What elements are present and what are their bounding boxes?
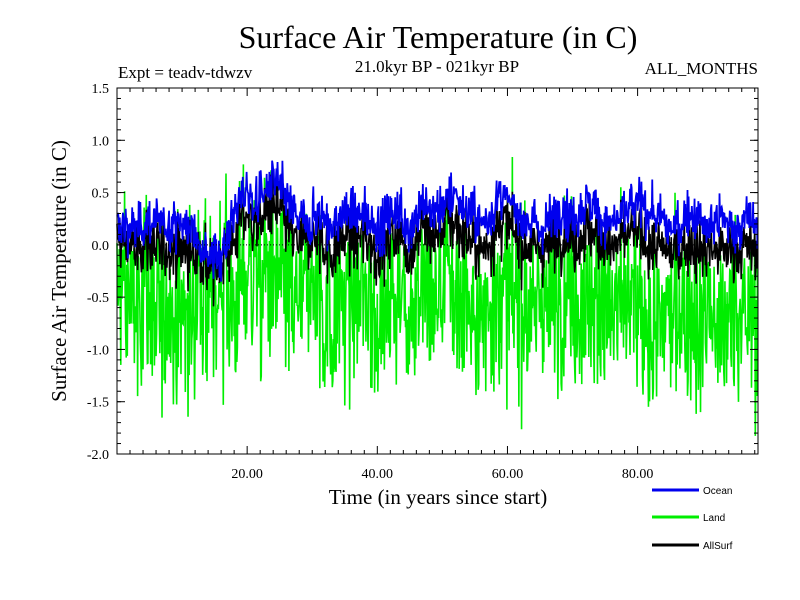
legend-label-ocean: Ocean xyxy=(703,486,732,497)
y-tick-label: -2.0 xyxy=(87,448,109,463)
y-tick-label: -0.5 xyxy=(87,291,109,306)
plot-frame xyxy=(116,87,759,455)
y-tick-label: -1.0 xyxy=(87,343,109,358)
x-tick-label: 60.00 xyxy=(492,467,524,482)
y-tick-label: 0.5 xyxy=(92,187,110,202)
legend: Ocean Land AllSurf xyxy=(652,486,733,552)
x-tick-label: 40.00 xyxy=(362,467,394,482)
x-axis-label: Time (in years since start) xyxy=(329,485,548,509)
y-tick-label: 1.5 xyxy=(92,82,110,97)
y-tick-label: 0.0 xyxy=(92,239,110,254)
axis-layer: -2.0 -1.5 -1.0 -0.5 0.0 0.5 1.0 1.5 20.00 40.00 60… xyxy=(87,82,758,482)
series-line-allsurf xyxy=(116,169,759,307)
x-tick-label: 20.00 xyxy=(231,467,263,482)
legend-label-allsurf: AllSurf xyxy=(703,541,733,552)
period-label: 21.0kyr BP - 021kyr BP xyxy=(355,57,519,76)
x-tick-label: 80.00 xyxy=(622,467,654,482)
experiment-label: Expt = teadv-tdwzv xyxy=(118,63,253,82)
series-layer xyxy=(116,157,759,436)
series-line-ocean xyxy=(116,160,759,282)
legend-label-land: Land xyxy=(703,513,725,524)
y-axis-label: Surface Air Temperature (in C) xyxy=(47,140,71,402)
y-tick-label: 1.0 xyxy=(92,134,110,149)
y-tick-label: -1.5 xyxy=(87,396,109,411)
chart-title: Surface Air Temperature (in C) xyxy=(239,19,638,55)
months-label: ALL_MONTHS xyxy=(645,59,758,78)
